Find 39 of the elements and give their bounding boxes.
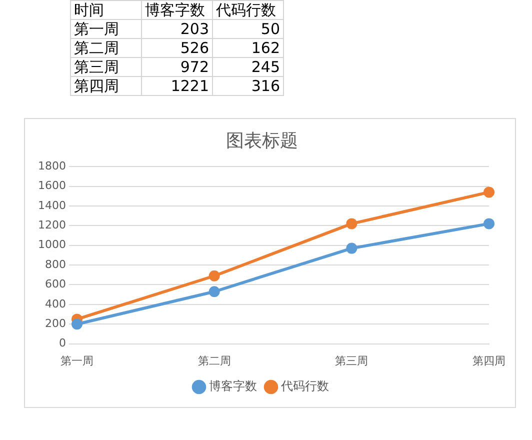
chart-title: 图表标题	[226, 130, 298, 152]
y-tick-label: 1600	[38, 179, 66, 192]
x-tick-label: 第二周	[198, 354, 231, 368]
point	[346, 218, 358, 230]
point	[484, 218, 494, 230]
point	[208, 286, 220, 298]
y-tick-label: 1800	[38, 159, 66, 172]
text: 时间	[70, 0, 142, 20]
category-label: 第二周	[70, 38, 142, 58]
point	[346, 242, 358, 254]
y-tick-label: 1400	[38, 198, 66, 212]
data-label: 316	[212, 76, 284, 96]
data-label: 162	[212, 38, 284, 58]
y-tick-label: 400	[44, 297, 66, 310]
y-tick-label: 200	[44, 316, 66, 330]
y-tick-label: 800	[44, 258, 66, 271]
data-label: 245	[212, 58, 284, 76]
data-label: 203	[142, 20, 212, 38]
category-label: 第四周	[70, 76, 142, 96]
data-label: 972	[142, 58, 212, 76]
data-label: 50	[212, 20, 284, 38]
data-label: 526	[142, 38, 212, 58]
legend-label: 博客字数	[142, 0, 212, 20]
point	[208, 270, 220, 282]
category-label: 第一周	[70, 20, 142, 38]
data-label: 1221	[142, 76, 212, 96]
legend-label: 代码行数	[280, 379, 329, 394]
point	[484, 186, 494, 198]
y-tick-label: 0	[58, 336, 66, 350]
legend-label: 代码行数	[212, 0, 284, 20]
y-tick-label: 600	[44, 278, 66, 291]
x-tick-label: 第一周	[60, 354, 94, 368]
x-tick-label: 第四周	[472, 354, 506, 368]
category-label: 第三周	[70, 58, 142, 76]
legend-label: 博客字数	[209, 379, 257, 394]
point	[71, 318, 82, 330]
y-tick-label: 1000	[38, 238, 66, 252]
y-tick-label: 1200	[38, 218, 66, 232]
x-tick-label: 第三周	[335, 354, 368, 368]
